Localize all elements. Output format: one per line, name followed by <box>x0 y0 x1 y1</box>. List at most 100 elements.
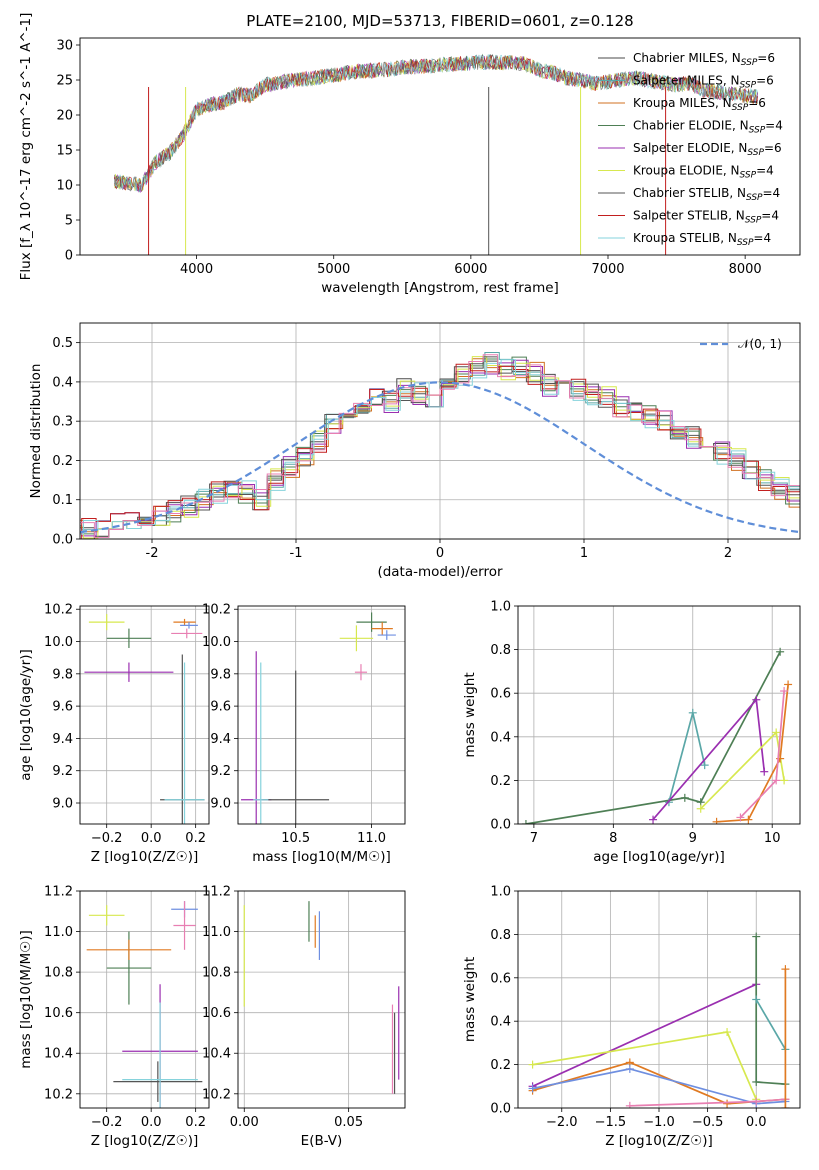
y-tick-label: 0.8 <box>490 643 511 658</box>
histogram-series <box>80 360 800 537</box>
y-tick-label: 10.6 <box>44 1006 73 1021</box>
histogram-group <box>80 352 800 539</box>
y-tick-label: 15 <box>56 144 73 159</box>
y-tick-label: 0.2 <box>52 454 73 469</box>
y-tick-label: 10.2 <box>44 603 73 618</box>
x-tick-label: 10 <box>764 831 781 846</box>
axes-frame <box>79 890 210 1109</box>
weight_vs_Z-ylabel: mass weight <box>462 957 478 1042</box>
weight_vs_age-xlabel: age [log10(age/yr)] <box>593 849 725 865</box>
series-line <box>755 999 787 1050</box>
legend-label: Salpeter MILES, NSSP=6 <box>633 74 774 91</box>
x-tick-label: 8 <box>609 831 617 846</box>
y-tick-label: 10.0 <box>202 635 231 650</box>
y-tick-label: 0.3 <box>52 415 73 430</box>
y-tick-label: 0.2 <box>490 1058 511 1073</box>
age_vs_Z-ylabel: age [log10(age/yr)] <box>18 649 34 781</box>
x-tick-label: −1.0 <box>643 1115 675 1130</box>
x-tick-label: 2 <box>724 546 732 561</box>
figure-title: PLATE=2100, MJD=53713, FIBERID=0601, z=0… <box>246 12 634 30</box>
histogram-series <box>80 359 800 537</box>
y-tick-label: 0.0 <box>490 1102 511 1117</box>
legend-label: Kroupa ELODIE, NSSP=4 <box>633 164 774 181</box>
y-tick-label: 10.8 <box>202 966 231 981</box>
axes-frame <box>79 37 801 256</box>
y-tick-label: 0.8 <box>490 928 511 943</box>
y-tick-label: 11.2 <box>44 885 73 900</box>
y-tick-label: 0.1 <box>52 493 73 508</box>
x-tick-label: 6000 <box>454 262 487 277</box>
x-tick-label: 0.0 <box>141 831 162 846</box>
x-tick-label: -1 <box>290 546 303 561</box>
axes-frame <box>79 605 210 825</box>
axes-frame <box>237 605 406 825</box>
spectrum-axes <box>76 44 746 259</box>
x-tick-label: 0.0 <box>141 1115 162 1130</box>
x-tick-label: 7 <box>530 831 538 846</box>
axes-frame <box>79 322 801 540</box>
series-line <box>700 730 785 810</box>
spectrum-series <box>114 55 758 191</box>
x-tick-label: 8000 <box>729 262 762 277</box>
gaussian-curve <box>80 381 800 534</box>
x-tick-label: −0.2 <box>91 1115 123 1130</box>
x-tick-label: 0 <box>436 546 444 561</box>
y-tick-label: 0.6 <box>490 687 511 702</box>
y-tick-label: 20 <box>56 109 73 124</box>
axes-frame <box>517 605 801 825</box>
y-tick-label: 0.0 <box>490 818 511 833</box>
legend-label: 𝒩(0, 1) <box>738 337 782 351</box>
legend-label: Kroupa STELIB, NSSP=4 <box>633 231 771 248</box>
weight_vs_age-axes <box>514 605 800 828</box>
histogram-series <box>80 363 800 539</box>
y-tick-label: 25 <box>56 74 73 89</box>
weight_vs_age-ylabel: mass weight <box>462 672 478 757</box>
spectrum-series <box>114 54 758 192</box>
y-tick-label: 9.8 <box>210 667 231 682</box>
weight_vs_Z-lines <box>528 932 790 1108</box>
x-tick-label: 5000 <box>317 262 350 277</box>
x-tick-label: 0.0 <box>746 1115 767 1130</box>
series-line <box>525 651 781 824</box>
weight_vs_Z-xlabel: Z [log10(Z/Z☉)] <box>605 1133 713 1149</box>
x-tick-label: 11.0 <box>357 831 386 846</box>
legend-label: Salpeter STELIB, NSSP=4 <box>633 209 779 226</box>
y-tick-label: 10.0 <box>44 635 73 650</box>
age_vs_Z-axes <box>76 606 209 828</box>
y-tick-label: 10.8 <box>44 966 73 981</box>
y-tick-label: 9.2 <box>52 764 73 779</box>
y-tick-label: 10.4 <box>44 1047 73 1062</box>
spectrum-xlabel: wavelength [Angstrom, rest frame] <box>321 280 559 296</box>
series-line <box>668 712 706 803</box>
mass_vs_Z-xlabel: Z [log10(Z/Z☉)] <box>91 1133 199 1149</box>
mass_vs_Z-ylabel: mass [log10(M/M☉)] <box>18 930 34 1069</box>
x-tick-label: 0.2 <box>185 1115 206 1130</box>
y-tick-label: 0.4 <box>490 1015 511 1030</box>
x-tick-label: 4000 <box>180 262 213 277</box>
x-tick-label: −0.2 <box>91 831 123 846</box>
y-tick-label: 9.4 <box>52 732 73 747</box>
x-tick-label: −0.5 <box>692 1115 724 1130</box>
y-tick-label: 9.6 <box>210 700 231 715</box>
age_vs_Z-points <box>84 614 205 824</box>
spectrum-ylabel: Flux [f_λ 10^-17 erg cm^-2 s^-1 A^-1] <box>18 13 34 281</box>
y-tick-label: 1.0 <box>490 600 511 615</box>
y-tick-label: 1.0 <box>490 885 511 900</box>
x-tick-label: 10.5 <box>281 831 310 846</box>
y-tick-label: 9.6 <box>52 700 73 715</box>
age_vs_Z-xlabel: Z [log10(Z/Z☉)] <box>91 849 199 865</box>
y-tick-label: 0.4 <box>52 375 73 390</box>
mass_vs_ebv-points <box>243 901 400 1094</box>
x-tick-label: 7000 <box>591 262 624 277</box>
legend-label: Chabrier MILES, NSSP=6 <box>633 51 775 68</box>
legend-label: Salpeter ELODIE, NSSP=6 <box>633 141 782 158</box>
weight_vs_age-lines <box>521 647 793 824</box>
x-tick-label: -2 <box>146 546 159 561</box>
x-tick-label: 1 <box>580 546 588 561</box>
y-tick-label: 0.4 <box>490 730 511 745</box>
y-tick-label: 9.0 <box>210 797 231 812</box>
series-line <box>755 936 786 1085</box>
x-tick-label: −2.0 <box>546 1115 578 1130</box>
mass_vs_ebv-xlabel: E(B-V) <box>301 1133 343 1149</box>
